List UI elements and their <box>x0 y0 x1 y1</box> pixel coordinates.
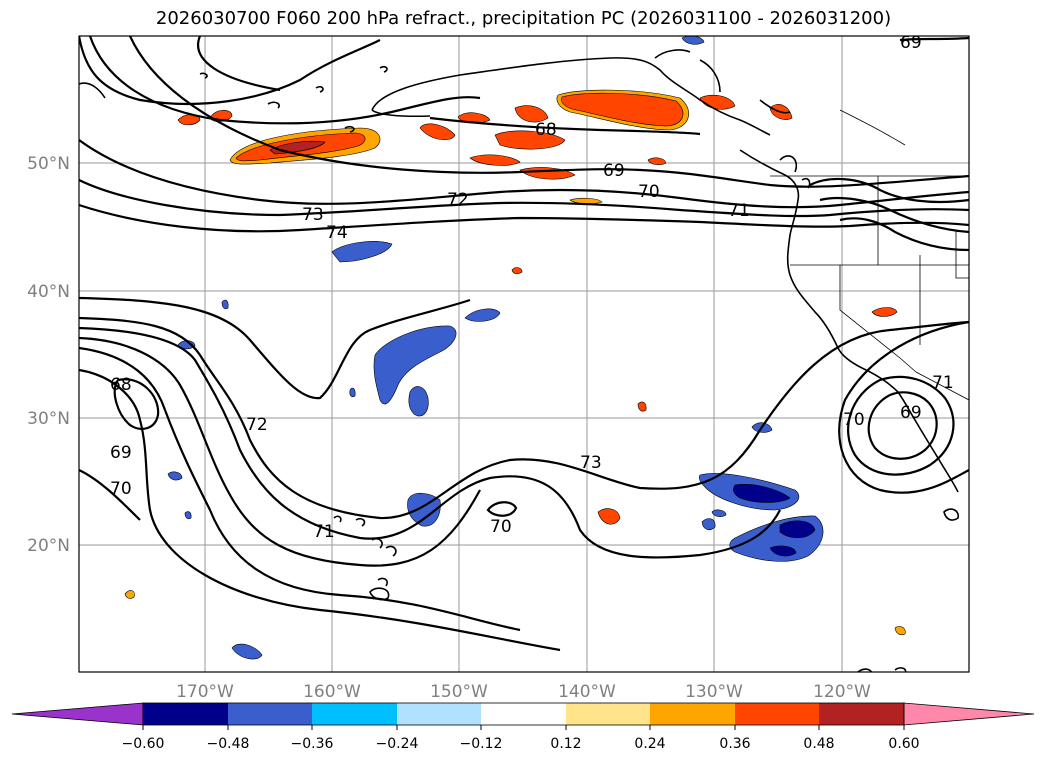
colorbar-tick-label: 0.60 <box>888 736 919 752</box>
contour-label: 71 <box>313 522 335 542</box>
political-borders <box>770 109 969 401</box>
lon-label: 150°W <box>430 682 488 702</box>
colorbar-tick-label: 0.36 <box>719 736 750 752</box>
contour-label: 69 <box>110 443 132 463</box>
negative-anomaly-patch <box>711 509 727 517</box>
contour-label: 73 <box>302 205 324 225</box>
colorbar-segment <box>228 703 312 725</box>
colorbar-tick-label: −0.36 <box>291 736 334 752</box>
negative-anomaly-patch <box>733 484 791 503</box>
map-frame <box>78 35 970 673</box>
positive-anomaly-patch <box>597 508 621 525</box>
longitude-labels: 170°W 160°W 150°W 140°W 130°W 120°W <box>176 682 871 702</box>
negative-anomaly-patch <box>167 471 183 481</box>
contour-label: 72 <box>447 190 469 210</box>
positive-anomaly-patch <box>871 307 898 317</box>
colorbar-segment <box>312 703 397 725</box>
negative-anomaly-patch <box>464 308 501 322</box>
colorbar-segment <box>143 703 228 725</box>
colorbar-tick-label: −0.24 <box>376 736 419 752</box>
positive-anomaly-patch <box>124 590 135 599</box>
negative-anomaly-patch <box>373 325 457 405</box>
colorbar-segment <box>819 703 904 725</box>
colorbar-tick-label: −0.48 <box>207 736 250 752</box>
contour-label: 69 <box>900 403 922 423</box>
contour-label: 71 <box>728 201 750 221</box>
contour-label: 69 <box>603 161 625 181</box>
lon-label: 160°W <box>303 682 361 702</box>
lon-label: 170°W <box>176 682 234 702</box>
negative-anomaly-patch <box>331 241 393 263</box>
positive-anomaly-patch <box>561 92 684 127</box>
contour-label: 70 <box>110 479 132 499</box>
colorbar-tick-label: −0.12 <box>460 736 503 752</box>
colorbar-tick-label: 0.12 <box>550 736 581 752</box>
negative-anomaly-patch <box>408 386 429 417</box>
lon-label: 130°W <box>685 682 743 702</box>
positive-anomaly-patch <box>469 154 521 166</box>
contour-label: 74 <box>326 223 348 243</box>
negative-anomaly-patch <box>349 387 356 398</box>
colorbar-tick-label: −0.60 <box>122 736 165 752</box>
positive-anomaly-patch <box>514 105 549 123</box>
positive-anomaly-patch <box>894 626 906 636</box>
lat-label: 50°N <box>27 154 70 174</box>
positive-anomaly-patch <box>419 123 456 141</box>
positive-anomaly-patch <box>177 114 201 126</box>
colorbar-segment <box>566 703 650 725</box>
negative-anomaly-patch <box>769 545 797 557</box>
colorbar-extend-min <box>11 702 144 726</box>
colorbar-tick-label: 0.48 <box>803 736 834 752</box>
negative-anomaly-patch <box>779 520 816 539</box>
positive-anomaly-patch <box>637 401 647 412</box>
lon-label: 120°W <box>813 682 871 702</box>
contour-label: 68 <box>110 375 132 395</box>
positive-anomaly-shading <box>124 89 906 636</box>
colorbar-segment <box>650 703 735 725</box>
contour-label: 71 <box>932 373 954 393</box>
negative-anomaly-patch <box>184 511 192 520</box>
positive-anomaly-patch <box>494 130 566 150</box>
lon-label: 140°W <box>558 682 616 702</box>
negative-anomaly-patch <box>231 643 263 660</box>
colorbar-segment <box>735 703 819 725</box>
colorbar: −0.60 −0.48 −0.36 −0.24 −0.12 0.12 0.24 … <box>11 702 1035 752</box>
coastlines <box>79 49 960 672</box>
positive-anomaly-patch <box>511 267 523 275</box>
contour-label: 70 <box>490 517 512 537</box>
negative-anomaly-patch <box>221 299 229 310</box>
contour-label: 70 <box>638 182 660 202</box>
contour-label: 72 <box>246 415 268 435</box>
positive-anomaly-patch <box>647 157 667 165</box>
latitude-labels: 50°N 40°N 30°N 20°N <box>27 154 70 556</box>
colorbar-segment <box>397 703 481 725</box>
lat-label: 20°N <box>27 536 70 556</box>
refractivity-contours <box>79 36 969 652</box>
contour-labels: 68 68 69 69 69 69 70 70 70 70 71 71 71 7… <box>110 33 954 542</box>
contour-label: 69 <box>900 33 922 53</box>
colorbar-tick-label: 0.24 <box>634 736 665 752</box>
lat-label: 30°N <box>27 409 70 429</box>
positive-anomaly-patch <box>569 197 603 205</box>
negative-anomaly-patch <box>701 518 716 531</box>
map-title: 2026030700 F060 200 hPa refract., precip… <box>155 8 892 29</box>
lat-label: 40°N <box>27 282 70 302</box>
contour-label: 70 <box>843 410 865 430</box>
contour-label: 73 <box>580 453 602 473</box>
colorbar-extend-max <box>903 702 1035 726</box>
colorbar-segment <box>481 703 566 725</box>
contour-label: 68 <box>535 120 557 140</box>
